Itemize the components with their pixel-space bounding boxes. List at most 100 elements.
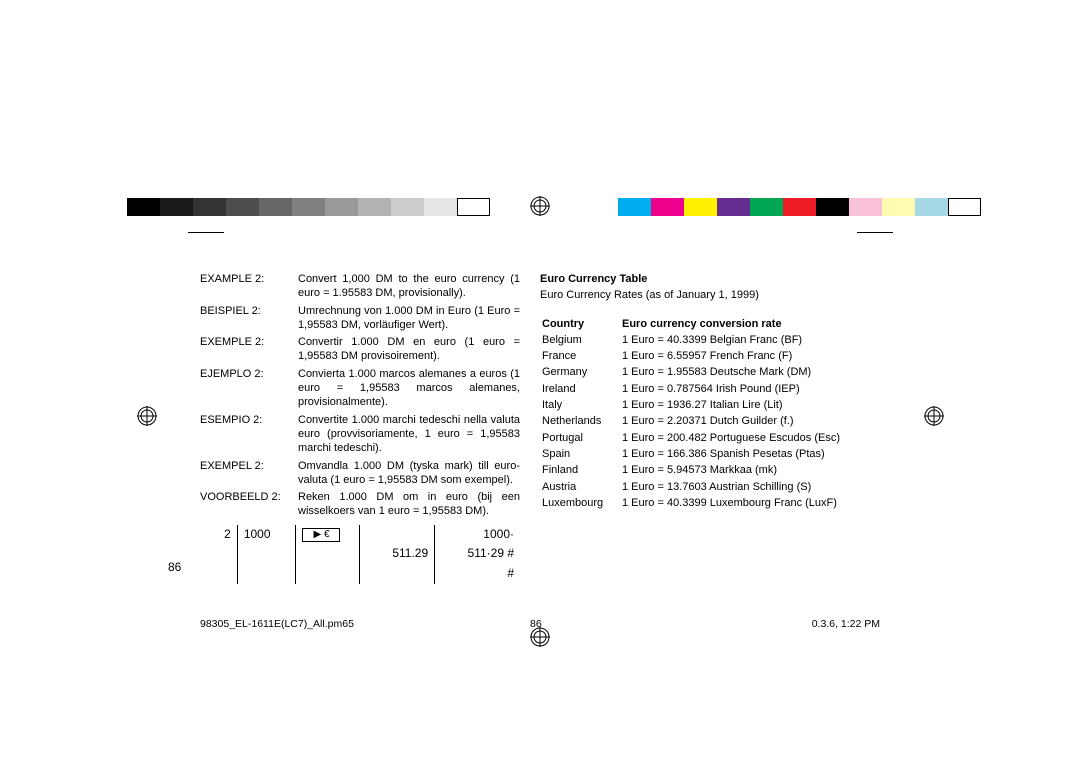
color-swatch: [717, 198, 750, 216]
example-row: BEISPIEL 2:Umrechnung von 1.000 DM in Eu…: [200, 304, 520, 333]
calc-cell: 2: [200, 525, 237, 545]
rates-rate: 1 Euro = 0.787564 Irish Pound (IEP): [622, 382, 878, 396]
rates-table: CountryEuro currency conversion rateBelg…: [540, 315, 880, 513]
color-swatch: [259, 198, 292, 216]
rates-rate: 1 Euro = 166.386 Spanish Pesetas (Ptas): [622, 447, 878, 461]
color-swatch: [325, 198, 358, 216]
example-row: EJEMPLO 2:Convierta 1.000 marcos alemane…: [200, 367, 520, 410]
color-swatch: [193, 198, 226, 216]
rates-title: Euro Currency Table: [540, 272, 880, 286]
color-swatch: [292, 198, 325, 216]
calc-cell: 511.29: [360, 544, 435, 564]
euro-key-icon: ▶ €: [302, 528, 340, 542]
rates-rate: 1 Euro = 40.3399 Belgian Franc (BF): [622, 333, 878, 347]
footer-timestamp: 0.3.6, 1:22 PM: [590, 618, 880, 630]
example-text: Convierta 1.000 marcos alemanes a euros …: [298, 367, 520, 410]
registration-mark-icon: [924, 406, 944, 426]
calc-cell: ▶ €: [296, 525, 360, 545]
crop-mark: [188, 232, 224, 233]
rates-rate: 1 Euro = 1936.27 Italian Lire (Lit): [622, 398, 878, 412]
color-swatch: [457, 198, 490, 216]
example-label: EXEMPLE 2:: [200, 335, 298, 364]
rates-country: France: [542, 349, 620, 363]
rates-row: Netherlands1 Euro = 2.20371 Dutch Guilde…: [542, 414, 878, 428]
rates-head-country: Country: [542, 317, 620, 331]
rates-country: Netherlands: [542, 414, 620, 428]
rates-row: France1 Euro = 6.55957 French Franc (F): [542, 349, 878, 363]
rates-country: Luxembourg: [542, 496, 620, 510]
example-label: EXAMPLE 2:: [200, 272, 298, 301]
rates-country: Italy: [542, 398, 620, 412]
calc-cell: [296, 544, 360, 564]
rates-row: Finland1 Euro = 5.94573 Markkaa (mk): [542, 463, 878, 477]
color-swatch: [424, 198, 457, 216]
example-text: Omvandla 1.000 DM (tyska mark) till euro…: [298, 459, 520, 488]
color-swatch: [127, 198, 160, 216]
calc-cell: [296, 564, 360, 584]
calc-cell: 1000·: [435, 525, 520, 545]
rates-row: Portugal1 Euro = 200.482 Portuguese Escu…: [542, 431, 878, 445]
rates-column: Euro Currency Table Euro Currency Rates …: [540, 272, 880, 512]
rates-rate: 1 Euro = 6.55957 French Franc (F): [622, 349, 878, 363]
color-swatch: [750, 198, 783, 216]
example-text: Reken 1.000 DM om in euro (bij een wisse…: [298, 490, 520, 519]
registration-mark-icon: [530, 196, 550, 216]
color-swatch: [948, 198, 981, 216]
example-row: EXAMPLE 2:Convert 1,000 DM to the euro c…: [200, 272, 520, 301]
crop-mark: [857, 232, 893, 233]
rates-row: Germany1 Euro = 1.95583 Deutsche Mark (D…: [542, 365, 878, 379]
example-row: VOORBEELD 2:Reken 1.000 DM om in euro (b…: [200, 490, 520, 519]
color-swatch: [816, 198, 849, 216]
example-row: EXEMPEL 2:Omvandla 1.000 DM (tyska mark)…: [200, 459, 520, 488]
page-number: 86: [168, 560, 181, 574]
color-swatch: [391, 198, 424, 216]
example-label: EXEMPEL 2:: [200, 459, 298, 488]
rates-row: Luxembourg1 Euro = 40.3399 Luxembourg Fr…: [542, 496, 878, 510]
rates-rate: 1 Euro = 1.95583 Deutsche Mark (DM): [622, 365, 878, 379]
color-swatch: [783, 198, 816, 216]
registration-mark-icon: [530, 627, 550, 647]
example-label: VOORBEELD 2:: [200, 490, 298, 519]
rates-country: Ireland: [542, 382, 620, 396]
examples-column: EXAMPLE 2:Convert 1,000 DM to the euro c…: [200, 272, 520, 584]
calc-cell: [360, 564, 435, 584]
calc-cell: 1000: [237, 525, 296, 545]
example-text: Convertite 1.000 marchi tedeschi nella v…: [298, 413, 520, 456]
rates-row: Austria1 Euro = 13.7603 Austrian Schilli…: [542, 480, 878, 494]
example-label: ESEMPIO 2:: [200, 413, 298, 456]
calc-cell: #: [435, 564, 520, 584]
footer-page: 86: [530, 618, 590, 630]
rates-subtitle: Euro Currency Rates (as of January 1, 19…: [540, 288, 880, 302]
registration-mark-icon: [137, 406, 157, 426]
rates-country: Spain: [542, 447, 620, 461]
rates-head-rate: Euro currency conversion rate: [622, 317, 878, 331]
rates-rate: 1 Euro = 2.20371 Dutch Guilder (f.): [622, 414, 878, 428]
example-label: BEISPIEL 2:: [200, 304, 298, 333]
color-swatch: [160, 198, 193, 216]
color-swatch: [915, 198, 948, 216]
calc-cell: [237, 544, 296, 564]
example-row: ESEMPIO 2:Convertite 1.000 marchi tedesc…: [200, 413, 520, 456]
example-text: Umrechnung von 1.000 DM in Euro (1 Euro …: [298, 304, 520, 333]
footer: 98305_EL-1611E(LC7)_All.pm65 86 0.3.6, 1…: [200, 618, 880, 630]
example-text: Convert 1,000 DM to the euro currency (1…: [298, 272, 520, 301]
rates-row: Italy1 Euro = 1936.27 Italian Lire (Lit): [542, 398, 878, 412]
calc-cell: [200, 564, 237, 584]
rates-country: Portugal: [542, 431, 620, 445]
calculation-table: 21000 ▶ € 1000·511.29511·29 ##: [200, 525, 520, 584]
rates-country: Austria: [542, 480, 620, 494]
calc-cell: [237, 564, 296, 584]
calc-cell: [200, 544, 237, 564]
rates-country: Belgium: [542, 333, 620, 347]
rates-row: Ireland1 Euro = 0.787564 Irish Pound (IE…: [542, 382, 878, 396]
calc-cell: [360, 525, 435, 545]
rates-rate: 1 Euro = 200.482 Portuguese Escudos (Esc…: [622, 431, 878, 445]
calc-cell: 511·29 #: [435, 544, 520, 564]
color-swatch: [226, 198, 259, 216]
rates-rate: 1 Euro = 5.94573 Markkaa (mk): [622, 463, 878, 477]
rates-country: Germany: [542, 365, 620, 379]
rates-rate: 1 Euro = 13.7603 Austrian Schilling (S): [622, 480, 878, 494]
rates-row: Belgium1 Euro = 40.3399 Belgian Franc (B…: [542, 333, 878, 347]
color-swatch: [849, 198, 882, 216]
example-label: EJEMPLO 2:: [200, 367, 298, 410]
